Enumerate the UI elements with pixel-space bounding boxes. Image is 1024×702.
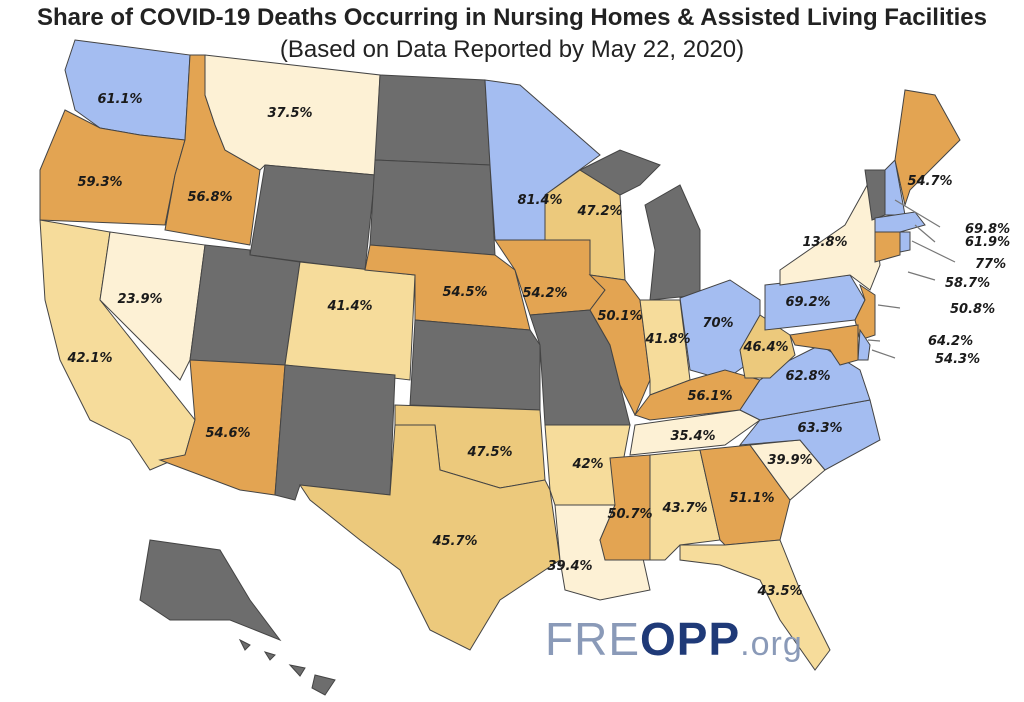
state-label-nh: 69.8% [965,222,1010,237]
state-label-oh: 70% [702,316,733,331]
state-label-nv: 23.9% [117,292,162,307]
leader-line-ma [914,224,936,243]
state-de [857,328,871,361]
state-label-nj: 50.8% [950,302,995,317]
state-label-al: 43.7% [661,501,707,516]
state-tn [629,409,761,456]
state-label-mt: 37.5% [267,106,312,121]
state-ks [409,319,541,411]
freopp-logo: FREOPP.org [545,612,803,666]
state-label-tn: 35.4% [670,429,715,444]
leader-line-md [871,349,896,359]
state-tx [298,424,561,651]
state-label-la: 39.4% [547,559,592,574]
state-label-ar: 42% [571,457,603,472]
state-ri [899,231,911,253]
state-ak [139,539,282,642]
state-label-me: 54.7% [907,174,952,189]
state-label-mn: 81.4% [517,193,562,208]
state-label-fl: 43.5% [756,584,802,599]
state-ut [189,244,301,366]
state-co [284,261,416,381]
state-nd [374,74,491,166]
state-wy [249,164,376,271]
state-label-wv: 46.4% [742,340,788,355]
state-label-ny: 13.8% [802,235,847,250]
state-label-ky: 56.1% [687,389,732,404]
state-label-ms: 50.7% [607,507,652,522]
state-label-ca: 42.1% [66,351,112,366]
state-label-va: 62.8% [785,369,830,384]
map-subtitle: (Based on Data Reported by May 22, 2020) [279,36,745,63]
state-label-tx: 45.7% [431,534,477,549]
state-il [588,274,651,417]
state-label-wa: 61.1% [97,92,142,107]
state-hi [238,638,336,696]
state-sd [369,159,496,256]
state-label-nc: 63.3% [797,421,842,436]
state-ma [874,211,926,233]
state-nm [274,364,396,501]
state-md [789,324,859,366]
state-label-ok: 47.5% [466,445,512,460]
state-label-ma: 61.9% [965,235,1010,250]
leader-line-ct [907,271,936,281]
state-label-ri: 77% [975,257,1006,272]
logo-text-opp: OPP [640,613,741,665]
leader-line-de [867,339,881,342]
state-label-in: 41.8% [644,332,690,347]
state-ct [874,231,901,263]
state-label-ga: 51.1% [729,491,774,506]
state-nv [99,231,206,381]
state-label-ct: 58.7% [945,276,990,291]
leader-line-nj [877,304,901,309]
state-label-ia: 54.2% [522,286,567,301]
state-label-pa: 69.2% [785,295,830,310]
state-label-or: 59.3% [77,175,122,190]
state-ny [779,178,881,291]
logo-text-org: .org [740,625,803,663]
state-label-de: 64.2% [928,334,973,349]
state-va [739,344,871,421]
state-label-ne: 54.5% [442,285,487,300]
map-title: Share of COVID-19 Deaths Occurring in Nu… [36,4,987,31]
leader-line-ri [911,240,956,263]
logo-text-fre: FRE [545,613,640,665]
state-label-sc: 39.9% [767,453,812,468]
state-label-il: 50.1% [597,309,642,324]
state-label-az: 54.6% [205,426,250,441]
state-me [894,89,961,207]
state-fl [679,539,831,671]
state-label-wi: 47.2% [576,204,622,219]
state-label-id: 56.8% [187,190,232,205]
leader-line-nh [894,199,941,228]
state-label-co: 41.4% [326,299,372,314]
state-label-md: 54.3% [935,352,980,367]
